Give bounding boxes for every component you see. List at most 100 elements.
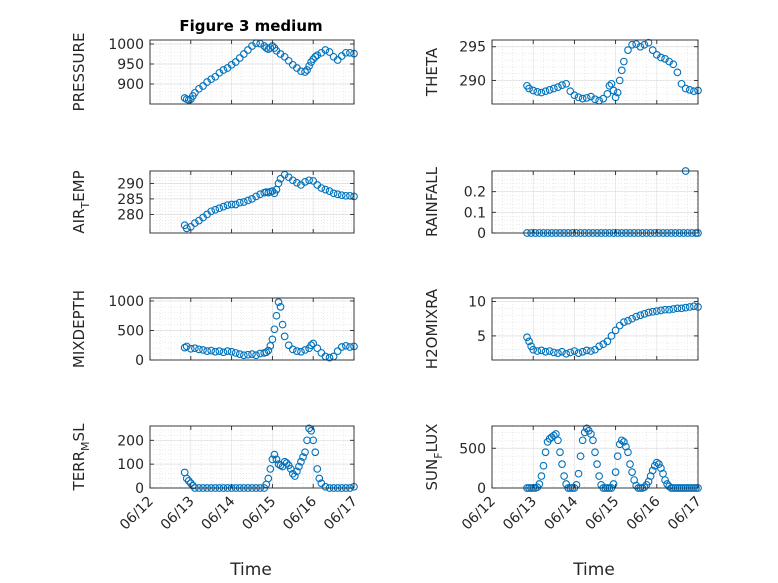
data-point — [248, 195, 256, 203]
data-point — [301, 346, 309, 354]
data-point — [525, 337, 533, 346]
panel-1: 900 950 1000 PRESSURE — [70, 33, 358, 111]
data-point — [681, 303, 690, 312]
data-point — [640, 483, 649, 492]
data-point — [235, 350, 244, 358]
data-point — [317, 184, 326, 192]
figure-title: Figure 3 medium — [179, 17, 322, 35]
data-point — [541, 347, 550, 356]
data-point — [244, 46, 252, 54]
data-point — [640, 309, 649, 318]
data-point — [613, 88, 622, 97]
data-point — [274, 179, 283, 188]
data-point — [582, 424, 591, 433]
data-point — [570, 91, 579, 100]
data-point — [562, 480, 571, 488]
data-point — [619, 438, 628, 446]
data-point — [566, 348, 575, 357]
data-point — [554, 83, 562, 92]
data-point — [268, 187, 277, 195]
data-point — [268, 335, 277, 344]
data-point — [219, 348, 228, 357]
data-point — [549, 84, 558, 93]
data-point — [619, 57, 628, 66]
data-point — [545, 347, 554, 355]
data-point — [305, 62, 313, 70]
data-point — [337, 191, 346, 200]
data-point — [274, 298, 283, 306]
y-axis-label: THETA — [423, 47, 441, 97]
data-point — [613, 452, 622, 461]
data-point — [219, 66, 228, 74]
data-point — [309, 177, 318, 185]
data-point — [203, 347, 211, 355]
data-point — [576, 452, 585, 461]
data-point — [535, 480, 544, 488]
data-point — [341, 191, 350, 200]
y-tick-label: 950 — [117, 57, 144, 73]
data-point — [184, 476, 193, 485]
data-point — [231, 200, 240, 209]
data-point — [207, 207, 216, 216]
data-point — [329, 189, 338, 198]
y-tick-label: 500 — [459, 441, 486, 457]
y-tick-label: 0.1 — [464, 205, 486, 221]
y-tick-label: 290 — [459, 73, 486, 89]
data-point — [587, 347, 595, 355]
data-point — [636, 42, 645, 51]
data-point — [582, 94, 591, 102]
data-point — [615, 76, 624, 85]
data-point — [677, 79, 686, 88]
data-point — [560, 472, 568, 480]
data-point — [593, 460, 601, 469]
data-point — [677, 304, 686, 313]
y-tick-label: 200 — [117, 433, 144, 449]
y-tick-label: 5 — [477, 329, 486, 345]
data-point — [307, 426, 316, 435]
data-point — [533, 347, 542, 355]
data-point — [685, 86, 694, 94]
data-point — [293, 467, 301, 476]
data-point — [264, 346, 273, 355]
data-point — [231, 58, 240, 66]
panel-5: 0 500 1000 MIXDEPTH — [70, 290, 358, 369]
plot-area — [492, 40, 698, 104]
data-series — [180, 170, 358, 233]
y-tick-label: 1000 — [108, 37, 144, 53]
data-point — [290, 472, 299, 480]
data-point — [574, 93, 583, 102]
data-point — [186, 344, 195, 353]
panel-4: 0 0.1 0.2 RAINFALL — [423, 166, 702, 242]
y-tick-label: 1000 — [108, 294, 144, 310]
axes-box — [491, 170, 699, 234]
data-point — [239, 198, 248, 206]
data-point — [311, 52, 320, 61]
y-axis-label: SUNFLUX — [423, 424, 445, 491]
data-point — [244, 196, 252, 205]
data-point — [566, 87, 575, 96]
data-point — [341, 48, 350, 57]
data-point — [309, 55, 318, 64]
y-tick-label: 0 — [477, 481, 486, 497]
y-tick-label: 280 — [117, 207, 144, 223]
data-point — [549, 431, 558, 440]
data-point — [529, 345, 538, 354]
data-point — [523, 333, 531, 342]
data-point — [293, 347, 301, 355]
data-point — [549, 348, 558, 357]
data-point — [227, 200, 236, 209]
data-point — [215, 347, 224, 355]
data-point — [191, 344, 199, 353]
y-tick-label: 295 — [459, 40, 486, 56]
data-point — [556, 448, 564, 457]
data-point — [628, 40, 636, 49]
y-tick-label: 0 — [135, 353, 144, 369]
data-point — [321, 185, 330, 194]
data-point — [669, 60, 678, 69]
data-point — [663, 480, 671, 488]
data-point — [607, 332, 616, 340]
data-point — [280, 332, 289, 341]
data-point — [341, 341, 350, 350]
x-axis-label-right: Time — [572, 560, 615, 580]
data-point — [589, 436, 597, 445]
